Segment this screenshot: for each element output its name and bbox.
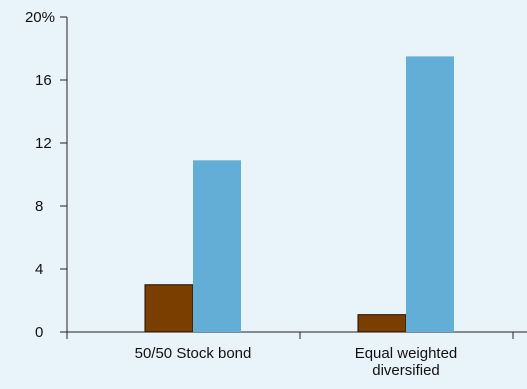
bar-series-2-cat-2	[406, 56, 454, 332]
bar-series-1-cat-2	[357, 314, 407, 333]
y-tick-label: 20%	[25, 9, 55, 26]
x-category-label: Equal weighted	[355, 345, 458, 362]
bars	[144, 56, 454, 333]
labels: 0 4 8 12 16 20% 50/50 Stock bond Equal weighted…	[25, 9, 457, 379]
y-tick-label: 16	[35, 72, 52, 89]
x-category-label: 50/50 Stock bond	[135, 345, 252, 362]
bar-series-1-cat-1	[144, 284, 194, 333]
x-category-label: diversified	[372, 362, 440, 379]
y-tick-label: 4	[35, 261, 43, 278]
y-tick-label: 12	[35, 135, 52, 152]
axes	[60, 16, 527, 339]
y-tick-label: 8	[35, 198, 43, 215]
y-tick-label: 0	[35, 324, 43, 341]
bar-series-2-cat-1	[193, 160, 241, 332]
